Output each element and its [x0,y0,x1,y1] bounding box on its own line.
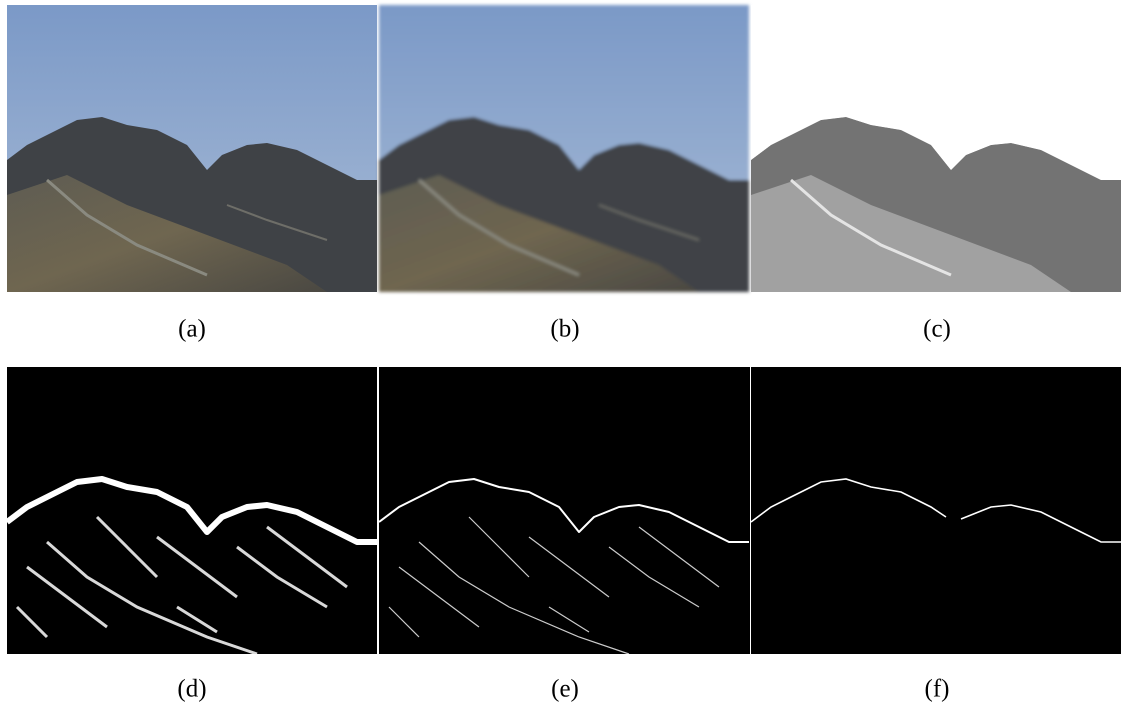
panel-f-image [751,367,1121,654]
caption: (c) [923,316,951,343]
caption: (a) [178,316,206,343]
caption: (d) [177,676,206,703]
caption: (b) [550,316,579,343]
caption: (f) [925,676,950,703]
panel-e-image [379,367,750,654]
figure: (a) (b) (c) (d) (e) (f) [0,0,1121,711]
panel-c-image [751,5,1121,292]
caption: (e) [551,676,579,703]
panel-b-image [379,5,749,292]
panel-a-image [7,5,377,292]
panel-d-image [7,367,377,654]
